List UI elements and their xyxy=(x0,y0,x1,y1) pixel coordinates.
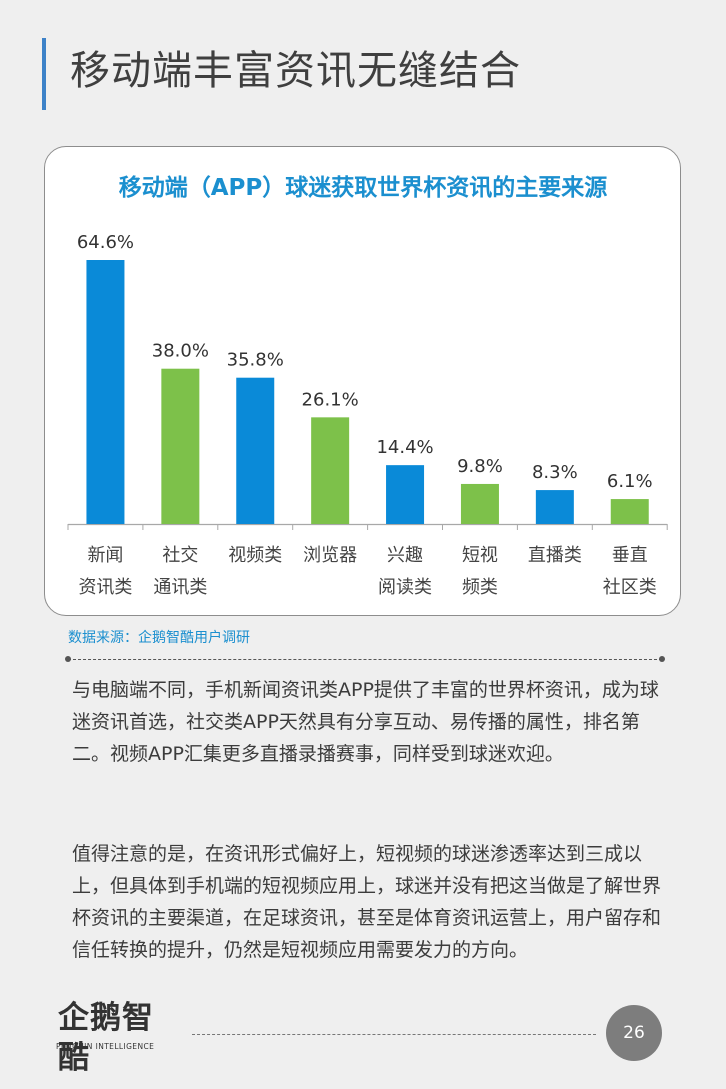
divider-dot-right xyxy=(659,656,665,662)
value-label-3: 35.8% xyxy=(227,350,284,371)
category-label-1-2: 资讯类 xyxy=(78,577,132,598)
category-label-7-1: 直播类 xyxy=(528,545,582,566)
value-label-4: 26.1% xyxy=(302,389,359,410)
chart-title: 移动端（APP）球迷获取世界杯资讯的主要来源 xyxy=(118,175,608,201)
value-label-7: 8.3% xyxy=(532,462,578,483)
page-number-badge: 26 xyxy=(606,1005,662,1061)
value-label-6: 9.8% xyxy=(457,456,503,477)
chart-card xyxy=(44,146,681,616)
value-label-1: 64.6% xyxy=(77,232,134,253)
bar-1 xyxy=(86,260,125,524)
bar-4 xyxy=(311,417,350,524)
bar-3 xyxy=(236,377,275,524)
category-label-4-1: 浏览器 xyxy=(303,545,357,566)
logo-name: 企鹅智酷 xyxy=(58,1000,154,1076)
divider-dot-left xyxy=(65,656,71,662)
value-label-2: 38.0% xyxy=(152,341,209,362)
category-label-8-1: 垂直 xyxy=(612,545,648,566)
category-label-6-1: 短视 xyxy=(462,545,498,566)
bar-5 xyxy=(386,465,425,524)
category-label-1-1: 新闻 xyxy=(87,545,123,566)
value-label-8: 6.1% xyxy=(607,471,653,492)
category-label-3-1: 视频类 xyxy=(228,545,282,566)
logo-subtitle: PENGUIN INTELLIGENCE xyxy=(56,1042,155,1051)
penguin-logo: 企鹅智酷 PENGUIN INTELLIGENCE xyxy=(56,998,176,1076)
bar-6 xyxy=(460,483,499,524)
category-label-8-2: 社区类 xyxy=(603,577,657,598)
category-label-2-2: 通讯类 xyxy=(153,577,207,598)
bar-2 xyxy=(161,368,200,524)
bar-8 xyxy=(610,499,649,524)
category-label-6-2: 频类 xyxy=(462,577,498,598)
title-accent-bar xyxy=(42,38,46,110)
page-title: 移动端丰富资讯无缝结合 xyxy=(70,48,521,94)
data-source-note: 数据来源：企鹅智酷用户调研 xyxy=(68,630,250,646)
category-label-5-1: 兴趣 xyxy=(387,545,423,566)
divider-line xyxy=(68,659,662,660)
paragraph-2: 值得注意的是，在资讯形式偏好上，短视频的球迷渗透率达到三成以上，但具体到手机端的… xyxy=(72,843,662,961)
category-label-2-1: 社交 xyxy=(162,545,198,566)
value-label-5: 14.4% xyxy=(376,437,433,458)
footer-divider xyxy=(192,1034,596,1035)
category-label-5-2: 阅读类 xyxy=(378,577,432,598)
paragraph-1: 与电脑端不同，手机新闻资讯类APP提供了丰富的世界杯资讯，成为球迷资讯首选，社交… xyxy=(72,679,659,765)
page-number: 26 xyxy=(623,1023,645,1043)
bar-7 xyxy=(535,490,574,524)
